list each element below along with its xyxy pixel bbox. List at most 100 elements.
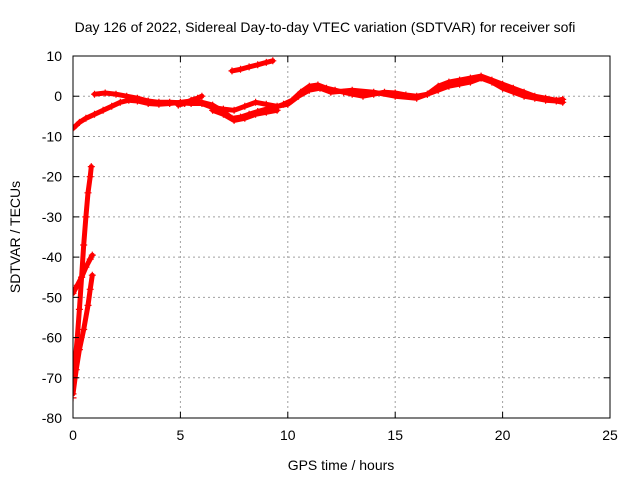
data-point (75, 118, 83, 126)
data-point (198, 100, 206, 107)
series-upper-branch (91, 72, 567, 114)
data-point (116, 98, 124, 106)
data-point (295, 92, 302, 100)
data-point (391, 92, 399, 100)
data-point (174, 101, 182, 109)
data-point (284, 100, 292, 108)
x-tick-label: 25 (602, 427, 618, 443)
data-point (187, 96, 195, 104)
data-point (552, 96, 560, 104)
data-point (348, 86, 356, 94)
data-point (88, 251, 96, 259)
data-point (86, 173, 94, 181)
data-point (520, 88, 528, 96)
data-point (305, 86, 313, 94)
data-point (228, 67, 236, 75)
data-point (466, 74, 474, 82)
data-point (262, 108, 270, 116)
data-point (73, 366, 80, 374)
y-tick-label: 10 (46, 48, 62, 64)
data-point (198, 92, 206, 100)
data-point (252, 98, 260, 106)
data-point (542, 94, 550, 102)
axis-ticks (72, 55, 611, 419)
data-point (219, 110, 227, 118)
data-point (181, 100, 189, 107)
data-point (166, 98, 174, 106)
data-point (73, 394, 77, 402)
data-point (99, 106, 107, 114)
tick-labels: 0 5 10 15 20 25 10 0 -10 -20 -30 -40 -50 -60 -70 -80 (42, 48, 618, 443)
series-high-segment (228, 57, 277, 75)
data-point (73, 124, 77, 132)
data-point (327, 88, 335, 96)
data-point (84, 189, 92, 197)
series-dip-segment (209, 106, 281, 124)
data-point (87, 163, 95, 171)
data-point (477, 72, 485, 80)
data-point (252, 110, 260, 118)
data-point (359, 92, 367, 100)
data-point (262, 100, 270, 108)
grid (73, 56, 610, 418)
data-point (413, 94, 421, 102)
data-point (82, 114, 90, 122)
data-point (209, 106, 217, 114)
y-tick-label: -80 (42, 410, 62, 426)
data-point (80, 241, 88, 249)
series-middle-steep-segment (73, 271, 96, 398)
series-early-segment (174, 92, 206, 109)
data-point (84, 301, 92, 309)
data-point (499, 80, 507, 88)
data-point (531, 92, 539, 100)
data-point (241, 114, 249, 122)
data-point (82, 213, 90, 221)
data-point (75, 346, 83, 354)
data-point (194, 94, 202, 102)
data-point (559, 95, 567, 103)
data-point (112, 90, 120, 98)
data-point (423, 90, 431, 98)
data-point (316, 84, 324, 92)
data-point (241, 102, 249, 110)
y-tick-label: -50 (42, 289, 62, 305)
x-tick-label: 15 (387, 427, 403, 443)
data-layer (73, 57, 567, 402)
y-tick-label: -70 (42, 370, 62, 386)
data-point (370, 88, 378, 96)
data-point (230, 106, 238, 114)
data-point (91, 110, 98, 118)
data-point (86, 285, 94, 293)
data-point (254, 61, 262, 69)
data-point (101, 89, 109, 97)
series-middle-diagonal-segment (73, 251, 96, 297)
data-point (88, 271, 96, 279)
data-point (73, 289, 77, 297)
y-tick-label: -10 (42, 128, 62, 144)
data-point (80, 326, 88, 333)
x-tick-label: 5 (177, 427, 185, 443)
y-tick-label: -30 (42, 209, 62, 225)
y-tick-label: -40 (42, 249, 62, 265)
data-point (78, 273, 86, 281)
data-point (269, 57, 277, 65)
y-tick-label: -60 (42, 330, 62, 346)
series-lowest-point (73, 394, 77, 402)
x-tick-label: 20 (495, 427, 511, 443)
y-tick-label: -20 (42, 169, 62, 185)
data-point (456, 76, 464, 84)
plot-area (73, 57, 567, 402)
data-point (230, 116, 238, 124)
data-point (245, 63, 253, 71)
data-point (91, 90, 98, 98)
data-point (82, 263, 90, 271)
data-point (273, 106, 281, 114)
data-point (123, 92, 131, 100)
data-point (488, 76, 496, 84)
plot-frame (72, 55, 611, 419)
y-tick-label: 0 (54, 88, 62, 104)
chart-title: Day 126 of 2022, Sidereal Day-to-day VTE… (75, 19, 576, 35)
x-tick-label: 0 (69, 427, 77, 443)
data-point (86, 255, 94, 263)
